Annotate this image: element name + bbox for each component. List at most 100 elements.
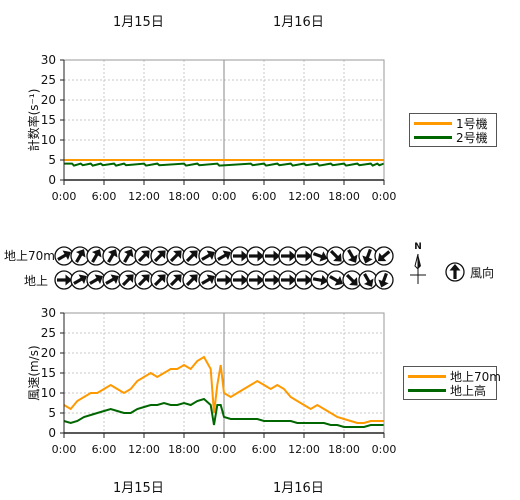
wind-arrow-ground-needle xyxy=(345,273,358,286)
wind-arrow-70m xyxy=(262,246,282,266)
wind-speed-y-tick-label: 20 xyxy=(41,346,56,360)
legend-label-unit1: 1号機 xyxy=(456,117,488,131)
wind-arrow-ground-head xyxy=(378,279,389,288)
wind-arrow-ground-needle xyxy=(57,274,72,286)
wind-arrow-70m xyxy=(358,246,378,266)
wind-arrow-ground-shaft xyxy=(153,276,164,287)
wind-arrow-ground-needle xyxy=(73,274,87,285)
direction-row-label-70m: 地上70m xyxy=(4,249,55,263)
wind-arrow-70m-head xyxy=(107,249,118,258)
count-rate-y-tick-label: 0 xyxy=(48,173,56,187)
wind-arrow-ground-shaft xyxy=(137,276,148,287)
wind-arrow-ground xyxy=(70,270,90,290)
wind-arrow-70m-needle xyxy=(153,250,166,263)
wind-speed-y-tick-label: 0 xyxy=(48,426,56,440)
wind-arrow-70m-head xyxy=(273,250,280,262)
wind-arrow-ground-head xyxy=(305,274,312,286)
wind-speed-x-tick-label: 0:00 xyxy=(372,443,397,456)
wind-arrow-70m-needle xyxy=(329,249,342,262)
wind-arrow-70m xyxy=(150,246,170,266)
wind-arrow-ground-shaft xyxy=(89,277,100,285)
wind-arrow-70m-needle xyxy=(169,250,182,263)
wind-arrow-ground-head xyxy=(78,274,87,285)
wind-speed-x-tick-label: 12:00 xyxy=(128,443,160,456)
wind-arrow-70m-head xyxy=(62,250,71,261)
wind-arrow-ground-head xyxy=(320,274,328,286)
direction-legend-arrow-icon-needle xyxy=(449,264,461,279)
wind-arrow-70m xyxy=(310,246,330,266)
wind-speed-x-tick-label: 12:00 xyxy=(288,443,320,456)
wind-arrow-70m-needle xyxy=(185,250,198,263)
wind-arrow-ground-head xyxy=(257,274,264,286)
direction-legend-arrow-icon-shaft xyxy=(453,269,457,279)
wind-arrow-70m-shaft xyxy=(281,254,291,258)
wind-arrow-70m-shaft xyxy=(329,249,340,260)
wind-speed-x-tick-label: 18:00 xyxy=(328,443,360,456)
wind-arrow-70m-head xyxy=(123,249,134,258)
wind-arrow-70m xyxy=(342,246,362,266)
wind-arrow-70m xyxy=(86,246,106,266)
wind-arrow-ground-head xyxy=(273,274,280,286)
wind-arrow-70m-needle xyxy=(233,250,248,262)
wind-arrow-70m-needle xyxy=(281,250,296,262)
wind-speed-legend: 地上70m 地上高 xyxy=(403,366,501,400)
wind-arrow-70m-shaft xyxy=(380,250,391,260)
compass-north-head xyxy=(418,254,421,269)
wind-arrow-70m-head xyxy=(75,249,86,258)
wind-arrow-ground xyxy=(246,270,266,290)
wind-arrow-ground-needle xyxy=(249,274,264,286)
wind-arrow-70m-shaft xyxy=(91,252,99,263)
wind-arrow-70m-shaft xyxy=(201,253,212,261)
wind-arrow-ground-shaft xyxy=(249,278,259,282)
wind-speed-x-tick-label: 0:00 xyxy=(52,443,77,456)
compass-north-outline xyxy=(414,253,419,270)
wind-arrow-ground-head xyxy=(94,274,103,285)
wind-arrow-ground-shaft xyxy=(233,278,243,282)
wind-arrow-ground-head xyxy=(363,278,374,287)
wind-arrow-ground xyxy=(358,270,378,290)
wind-arrow-70m-head xyxy=(173,250,182,259)
wind-arrow-ground-head xyxy=(334,275,343,286)
wind-arrow-70m-shaft xyxy=(137,252,148,263)
wind-arrow-70m-shaft xyxy=(107,252,115,263)
wind-arrow-ground-shaft xyxy=(169,276,180,287)
wind-arrow-70m-head xyxy=(305,250,312,262)
count-rate-x-tick-label: 18:00 xyxy=(168,190,200,203)
wind-arrow-ground-shaft xyxy=(57,278,67,282)
count-rate-x-tick-label: 18:00 xyxy=(328,190,360,203)
wind-arrow-70m xyxy=(70,246,90,266)
wind-speed-x-tick-label: 18:00 xyxy=(168,443,200,456)
wind-arrow-70m-head xyxy=(257,250,264,262)
wind-arrow-70m-shaft xyxy=(233,254,243,258)
wind-arrow-70m-head xyxy=(157,250,166,259)
direction-legend-arrow-icon xyxy=(445,262,465,282)
wind-arrow-70m xyxy=(246,246,266,266)
direction-row-label-ground: 地上 xyxy=(24,274,48,288)
wind-arrow-ground xyxy=(278,270,298,290)
wind-arrow-ground-head xyxy=(241,274,248,286)
wind-arrow-ground-head xyxy=(189,274,198,283)
wind-speed-series-1 xyxy=(63,397,384,428)
direction-legend-arrow-icon-head xyxy=(449,264,461,271)
wind-arrow-70m-needle xyxy=(91,249,102,263)
date-label-day2-top: 1月16日 xyxy=(273,15,324,30)
wind-arrow-70m-head xyxy=(333,253,342,262)
wind-arrow-ground-head xyxy=(206,274,215,285)
wind-arrow-70m-head xyxy=(377,252,387,262)
wind-arrow-70m xyxy=(166,246,186,266)
count-rate-legend: 1号機 2号機 xyxy=(409,113,497,147)
wind-arrow-ground-needle xyxy=(169,274,182,287)
wind-arrow-ground xyxy=(54,270,74,290)
wind-arrow-70m-shaft xyxy=(169,252,180,263)
wind-arrow-ground-shaft xyxy=(329,275,340,283)
wind-arrow-70m-needle xyxy=(312,251,328,262)
wind-speed-y-tick-label: 5 xyxy=(48,406,56,420)
wind-arrow-ground-shaft xyxy=(265,278,275,282)
count-rate-x-tick-label: 6:00 xyxy=(92,190,117,203)
wind-arrow-ground-shaft xyxy=(381,272,388,284)
wind-arrow-ground-shaft xyxy=(185,276,196,287)
wind-arrow-ground-needle xyxy=(105,274,119,285)
wind-arrow-ground-head xyxy=(65,274,72,286)
wind-arrow-ground-needle xyxy=(185,274,198,287)
wind-arrow-70m-needle xyxy=(265,250,280,262)
